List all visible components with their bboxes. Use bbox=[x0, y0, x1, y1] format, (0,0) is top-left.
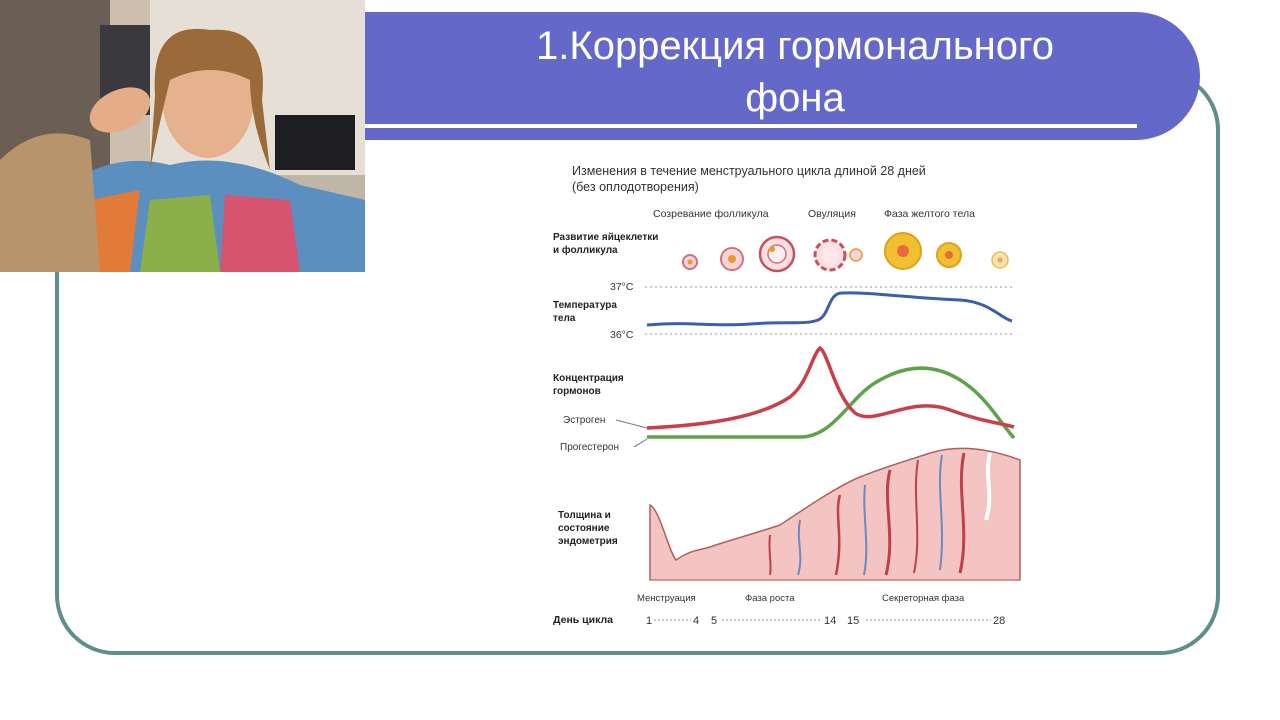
follicle-stage-3 bbox=[758, 235, 796, 273]
estrogen-label: Эстроген bbox=[563, 415, 605, 426]
diagram-heading-line1: Изменения в течение менструального цикла… bbox=[572, 164, 926, 178]
progesterone-label: Прогестерон bbox=[560, 442, 619, 453]
temp-high-label: 37°C bbox=[610, 281, 634, 293]
endo-row-label-line2: состояние bbox=[558, 523, 610, 534]
title-underline bbox=[365, 124, 1137, 128]
follicle-stage-2 bbox=[720, 247, 744, 271]
slide-title-line1: 1.Коррекция гормонального bbox=[536, 24, 1054, 68]
follicle-stages bbox=[682, 232, 1009, 273]
day-15: 15 bbox=[847, 615, 859, 627]
corpus-luteum-3 bbox=[991, 251, 1009, 269]
endo-row-label-line1: Толщина и bbox=[558, 510, 611, 521]
temp-row-label-line2: тела bbox=[553, 313, 576, 324]
slide-title-line2: фона bbox=[745, 76, 845, 120]
corpus-luteum-1 bbox=[884, 232, 922, 270]
hormone-row-label-line2: гормонов bbox=[553, 386, 601, 397]
temperature-curve bbox=[646, 291, 1013, 327]
follicle-stage-1 bbox=[682, 254, 698, 270]
endometrium-illustration bbox=[649, 447, 1021, 581]
webcam-image bbox=[0, 0, 365, 272]
endo-row-label-line3: эндометрия bbox=[558, 536, 618, 547]
temp-row-label-line1: Температура bbox=[553, 300, 617, 311]
row-label-egg-line2: и фолликула bbox=[553, 244, 618, 256]
title-banner bbox=[365, 12, 1200, 140]
presenter-webcam bbox=[0, 0, 365, 272]
diagram-heading-line2: (без оплодотворения) bbox=[572, 180, 699, 194]
day-14: 14 bbox=[824, 615, 836, 627]
follicle-stage-ovulation bbox=[813, 238, 863, 272]
day-4: 4 bbox=[693, 615, 699, 627]
estrogen-curve bbox=[646, 345, 1015, 430]
day-5: 5 bbox=[711, 615, 717, 627]
phase-luteal: Фаза желтого тела bbox=[884, 208, 975, 220]
slide-title: 1.Коррекция гормонального фона bbox=[450, 20, 1140, 124]
phase-growth: Фаза роста bbox=[745, 593, 795, 604]
progesterone-pointer bbox=[633, 438, 648, 448]
day-row-label: День цикла bbox=[553, 614, 613, 626]
phase-follicle-maturation: Созревание фолликула bbox=[653, 208, 769, 220]
menstrual-cycle-diagram: Изменения в течение менструального цикла… bbox=[553, 164, 1021, 627]
progesterone-curve bbox=[647, 366, 1016, 440]
phase-ovulation: Овуляция bbox=[808, 208, 856, 220]
estrogen-pointer bbox=[615, 419, 648, 429]
phase-secretory: Секреторная фаза bbox=[882, 593, 965, 604]
hormone-row-label-line1: Концентрация bbox=[553, 373, 624, 384]
phase-menstruation: Менструация bbox=[637, 593, 696, 604]
row-label-egg-line1: Развитие яйцеклетки bbox=[553, 232, 658, 243]
temp-low-label: 36°C bbox=[610, 329, 634, 341]
corpus-luteum-2 bbox=[936, 242, 962, 268]
day-28: 28 bbox=[993, 615, 1005, 627]
day-1: 1 bbox=[646, 615, 652, 627]
